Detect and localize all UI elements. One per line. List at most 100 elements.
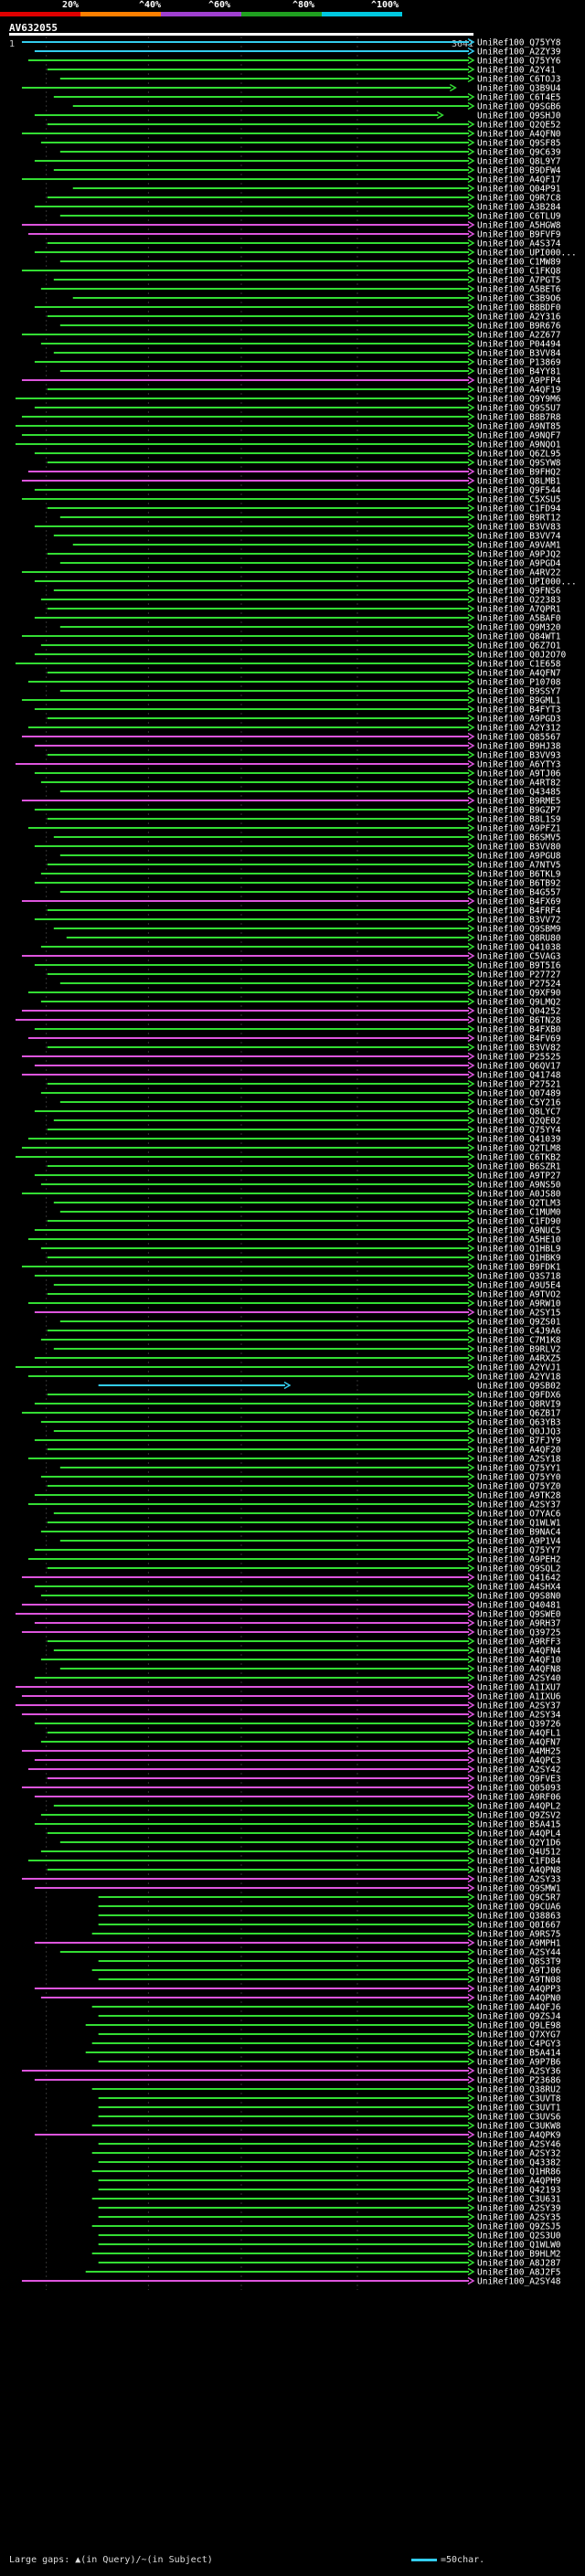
hit-label[interactable]: UniRef100_P10708: [477, 678, 561, 688]
hit-label[interactable]: UniRef100_Q04252: [477, 1007, 561, 1017]
hit-row[interactable]: UniRef100_Q0I667: [98, 1921, 561, 1931]
hit-row[interactable]: UniRef100_Q1WLW1: [47, 1519, 561, 1529]
hit-row[interactable]: UniRef100_Q75YY8: [21, 38, 561, 48]
hit-row[interactable]: UniRef100_B4FV69: [27, 1034, 561, 1044]
hit-row[interactable]: UniRef100_Q2TLM3: [53, 1199, 561, 1209]
hit-label[interactable]: UniRef100_A4QPN0: [477, 1994, 561, 2004]
hit-row[interactable]: UniRef100_Q2S3U0: [98, 2231, 561, 2242]
hit-label[interactable]: UniRef100_A9PJQ2: [477, 550, 561, 560]
hit-label[interactable]: UniRef100_A4QF10: [477, 1656, 561, 1666]
hit-row[interactable]: UniRef100_Q9SHJ0: [34, 111, 561, 122]
hit-label[interactable]: UniRef100_B4YY81: [477, 367, 561, 377]
hit-row[interactable]: UniRef100_A5HGW8: [21, 221, 561, 231]
hit-row[interactable]: UniRef100_A4QFJ6: [91, 2003, 561, 2013]
hit-label[interactable]: UniRef100_A9RF06: [477, 1793, 561, 1803]
hit-label[interactable]: UniRef100_Q43382: [477, 2158, 561, 2168]
hit-label[interactable]: UniRef100_A9RH37: [477, 1619, 561, 1629]
hit-label[interactable]: UniRef100_A7QPR1: [477, 605, 561, 615]
hit-label[interactable]: UniRef100_A2SY35: [477, 2213, 561, 2223]
hit-row[interactable]: UniRef100_A9RH37: [34, 1619, 561, 1629]
hit-label[interactable]: UniRef100_C1E658: [477, 660, 561, 670]
hit-label[interactable]: UniRef100_A9NS50: [477, 1181, 561, 1191]
hit-label[interactable]: UniRef100_Q2TLM8: [477, 1144, 561, 1154]
hit-row[interactable]: UniRef100_UPI000...: [34, 578, 577, 588]
hit-row[interactable]: UniRef100_A4SHX4: [34, 1583, 561, 1593]
hit-row[interactable]: UniRef100_A9U5E4: [53, 1281, 561, 1291]
hit-row[interactable]: UniRef100_A9TJ06: [34, 769, 561, 779]
hit-label[interactable]: UniRef100_A9NQF7: [477, 431, 561, 441]
hit-label[interactable]: UniRef100_Q8LMB1: [477, 477, 561, 487]
hit-row[interactable]: UniRef100_Q75YY4: [47, 1126, 561, 1136]
hit-row[interactable]: UniRef100_A2Z677: [21, 331, 561, 341]
hit-label[interactable]: UniRef100_Q6QV17: [477, 1062, 561, 1072]
hit-label[interactable]: UniRef100_A2Y316: [477, 313, 561, 323]
hit-label[interactable]: UniRef100_Q05093: [477, 1784, 561, 1794]
hit-label[interactable]: UniRef100_A5HE10: [477, 1235, 561, 1246]
hit-row[interactable]: UniRef100_Q3S718: [34, 1272, 561, 1282]
hit-row[interactable]: UniRef100_A9NQO1: [15, 440, 561, 451]
hit-label[interactable]: UniRef100_Q9SBM9: [477, 925, 561, 935]
hit-label[interactable]: UniRef100_A2SY46: [477, 2140, 561, 2150]
hit-row[interactable]: UniRef100_A9TK28: [34, 1491, 561, 1501]
hit-row[interactable]: UniRef100_A4QFN7: [40, 1738, 561, 1748]
hit-row[interactable]: UniRef100_A5BAF0: [34, 614, 561, 624]
hit-row[interactable]: UniRef100_B4FXB0: [34, 1025, 561, 1035]
hit-label[interactable]: UniRef100_Q7XYG7: [477, 2030, 561, 2041]
hit-label[interactable]: UniRef100_A9P7B6: [477, 2058, 561, 2068]
hit-label[interactable]: UniRef100_B6TN28: [477, 1016, 561, 1026]
hit-row[interactable]: UniRef100_B4FRF4: [47, 906, 561, 917]
hit-row[interactable]: UniRef100_Q04252: [21, 1007, 561, 1017]
hit-row[interactable]: UniRef100_B9DFW4: [53, 166, 561, 176]
hit-row[interactable]: UniRef100_A2SY15: [34, 1309, 561, 1319]
hit-label[interactable]: UniRef100_P25525: [477, 1053, 561, 1063]
hit-label[interactable]: UniRef100_C4PGY3: [477, 2040, 561, 2050]
hit-row[interactable]: UniRef100_B3VV74: [53, 532, 561, 542]
hit-row[interactable]: UniRef100_A2SY33: [21, 1875, 561, 1885]
hit-row[interactable]: UniRef100_P27727: [47, 970, 561, 981]
hit-label[interactable]: UniRef100_Q3S718: [477, 1272, 561, 1282]
hit-row[interactable]: UniRef100_B6TB92: [34, 879, 561, 889]
hit-label[interactable]: UniRef100_A2SY33: [477, 1875, 561, 1885]
hit-row[interactable]: UniRef100_A4MH25: [21, 1747, 561, 1757]
hit-label[interactable]: UniRef100_A4QPL2: [477, 1802, 561, 1812]
hit-label[interactable]: UniRef100_Q43485: [477, 788, 561, 798]
hit-row[interactable]: UniRef100_Q8L9Y7: [34, 157, 561, 167]
hit-row[interactable]: UniRef100_A2Y312: [27, 724, 561, 734]
hit-label[interactable]: UniRef100_B9FHQ2: [477, 468, 561, 478]
hit-row[interactable]: UniRef100_A4QPK9: [34, 2131, 561, 2141]
hit-label[interactable]: UniRef100_Q9FNS6: [477, 587, 561, 597]
hit-label[interactable]: UniRef100_A9TJ06: [477, 1966, 561, 1977]
hit-label[interactable]: UniRef100_Q9SMW1: [477, 1884, 561, 1894]
hit-row[interactable]: UniRef100_A9NQF7: [21, 431, 561, 441]
hit-label[interactable]: UniRef100_A9TP27: [477, 1171, 561, 1182]
hit-row[interactable]: UniRef100_P10708: [27, 678, 561, 688]
hit-row[interactable]: UniRef100_Q07489: [40, 1089, 561, 1099]
hit-row[interactable]: UniRef100_C3U631: [91, 2195, 561, 2205]
hit-label[interactable]: UniRef100_A7PGT5: [477, 276, 561, 286]
hit-row[interactable]: UniRef100_A2SY37: [15, 1701, 561, 1712]
hit-label[interactable]: UniRef100_A2SY40: [477, 1674, 561, 1684]
hit-row[interactable]: UniRef100_A9PGD4: [59, 559, 561, 569]
hit-label[interactable]: UniRef100_B7FJY9: [477, 1436, 561, 1447]
hit-label[interactable]: UniRef100_Q9SB02: [477, 1382, 561, 1392]
hit-label[interactable]: UniRef100_P27524: [477, 980, 561, 990]
hit-row[interactable]: UniRef100_A5BET6: [40, 285, 561, 295]
hit-row[interactable]: UniRef100_Q9S8N0: [40, 1592, 561, 1602]
hit-row[interactable]: UniRef100_A9PGD3: [47, 715, 561, 725]
hit-row[interactable]: UniRef100_Q1HBL9: [40, 1245, 561, 1255]
hit-row[interactable]: UniRef100_Q9SGB6: [72, 102, 561, 112]
hit-row[interactable]: UniRef100_A1IXU6: [21, 1692, 561, 1702]
hit-label[interactable]: UniRef100_UPI000...: [477, 578, 577, 588]
hit-label[interactable]: UniRef100_A8J2F5: [477, 2268, 561, 2278]
hit-row[interactable]: UniRef100_B4FYT3: [34, 705, 561, 716]
hit-row[interactable]: UniRef100_A9TN08: [98, 1976, 561, 1986]
hit-label[interactable]: UniRef100_B9HJ38: [477, 742, 561, 752]
hit-label[interactable]: UniRef100_Q9ZS01: [477, 1318, 561, 1328]
hit-row[interactable]: UniRef100_Q8LYC7: [34, 1108, 561, 1118]
hit-label[interactable]: UniRef100_Q75YZ0: [477, 1482, 561, 1492]
hit-row[interactable]: UniRef100_Q9C5R7: [98, 1893, 561, 1903]
hit-row[interactable]: UniRef100_Q2TLM8: [21, 1144, 561, 1154]
hit-row[interactable]: UniRef100_C3UKW8: [91, 2122, 561, 2132]
hit-row[interactable]: UniRef100_Q7XYG7: [98, 2030, 561, 2041]
hit-row[interactable]: UniRef100_A9NS50: [40, 1181, 561, 1191]
